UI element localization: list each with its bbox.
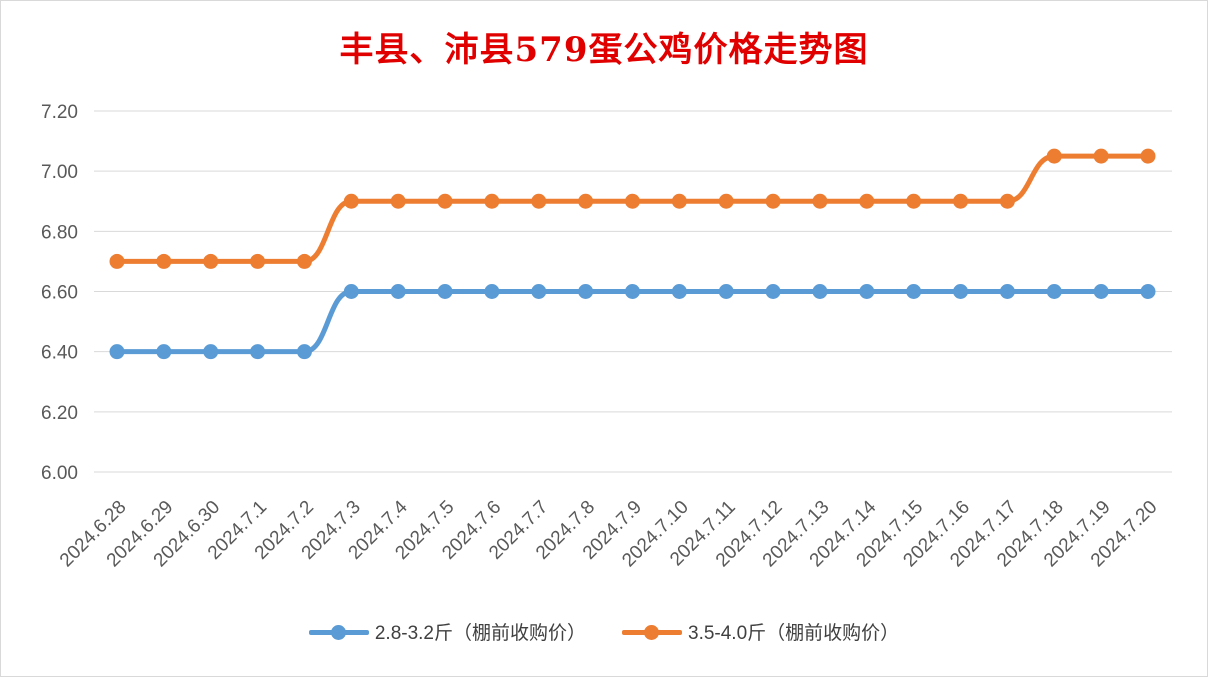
- legend-label-series-2: 3.5-4.0斤（棚前收购价）: [688, 623, 900, 644]
- data-point-series-2: [1140, 148, 1156, 164]
- data-point-series-2: [531, 193, 547, 209]
- y-tick-label: 6.60: [41, 283, 78, 304]
- data-point-series-1: [1046, 284, 1062, 299]
- y-tick-label: 6.80: [41, 222, 78, 243]
- data-point-series-1: [437, 284, 453, 299]
- data-point-series-2: [296, 253, 312, 269]
- legend-label-series-1: 2.8-3.2斤（棚前收购价）: [374, 623, 586, 644]
- data-point-series-1: [296, 344, 312, 360]
- data-point-series-2: [437, 193, 453, 209]
- data-point-series-2: [156, 253, 172, 269]
- data-point-series-2: [343, 193, 359, 209]
- legend-swatch-series-2: [622, 624, 682, 640]
- data-point-series-2: [765, 193, 781, 209]
- data-point-series-2: [953, 193, 969, 209]
- data-point-series-2: [999, 193, 1015, 209]
- data-point-series-1: [156, 344, 172, 360]
- series-group: [109, 148, 1156, 360]
- legend-item-series-1[interactable]: 2.8-3.2斤（棚前收购价）: [308, 618, 586, 645]
- data-point-series-1: [671, 284, 687, 299]
- data-point-series-1: [203, 344, 219, 360]
- data-point-series-1: [484, 284, 500, 299]
- data-point-series-1: [812, 284, 828, 299]
- data-point-series-2: [1093, 148, 1109, 164]
- y-tick-label: 7.20: [41, 102, 78, 123]
- y-tick-label: 6.40: [41, 343, 78, 364]
- data-point-series-2: [203, 253, 219, 269]
- data-point-series-1: [578, 284, 594, 299]
- data-point-series-1: [531, 284, 547, 299]
- data-point-series-1: [625, 284, 640, 299]
- series-line-1: [114, 289, 1151, 355]
- y-tick-label: 6.20: [41, 403, 78, 424]
- data-point-series-2: [390, 193, 406, 209]
- data-point-series-1: [343, 284, 359, 299]
- data-point-series-2: [718, 193, 734, 209]
- data-point-series-1: [859, 284, 875, 299]
- legend-item-series-2[interactable]: 3.5-4.0斤（棚前收购价）: [622, 618, 899, 645]
- data-point-series-1: [718, 284, 734, 299]
- data-point-series-2: [625, 193, 640, 209]
- series-line-2: [114, 153, 1151, 264]
- data-point-series-1: [250, 344, 266, 360]
- data-point-series-2: [109, 253, 125, 269]
- data-point-series-1: [1093, 284, 1109, 299]
- y-axis-ticks: 6.00 6.20 6.40 6.60 6.80 7.00 7.20: [41, 102, 78, 484]
- data-point-series-1: [1140, 284, 1156, 299]
- data-point-series-1: [765, 284, 781, 299]
- legend-swatch-series-1: [308, 624, 369, 640]
- data-point-series-1: [999, 284, 1015, 299]
- x-axis-ticks: 2024.6.282024.6.292024.6.302024.7.12024.…: [56, 496, 1162, 571]
- data-point-series-1: [390, 284, 406, 299]
- y-tick-label: 6.00: [41, 463, 78, 484]
- chart-title: 丰县、沛县579蛋公鸡价格走势图: [339, 30, 869, 70]
- legend: 2.8-3.2斤（棚前收购价） 3.5-4.0斤（棚前收购价）: [0, 618, 1208, 645]
- data-point-series-2: [671, 193, 687, 209]
- y-tick-label: 7.00: [41, 162, 78, 183]
- data-point-series-2: [812, 193, 828, 209]
- data-point-series-1: [906, 284, 922, 299]
- data-point-series-1: [953, 284, 969, 299]
- data-point-series-2: [906, 193, 922, 209]
- data-point-series-2: [578, 193, 594, 209]
- data-point-series-1: [109, 344, 125, 360]
- data-point-series-2: [250, 253, 266, 269]
- data-point-series-2: [484, 193, 500, 209]
- data-point-series-2: [859, 193, 875, 209]
- data-point-series-2: [1046, 148, 1062, 164]
